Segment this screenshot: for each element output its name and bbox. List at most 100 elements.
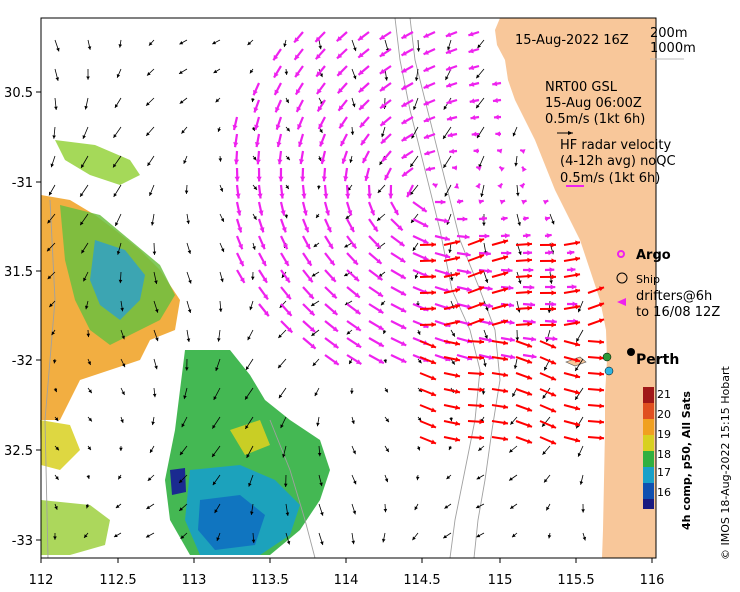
radar-arrow-head [531, 336, 537, 342]
radar-arrow-head [401, 33, 407, 39]
model-arrow-head [113, 163, 117, 168]
model-arrow-head [220, 278, 224, 283]
radar-arrow-head [423, 49, 429, 55]
radar-arrow-head [331, 293, 337, 299]
radar-arrow-head [400, 357, 407, 363]
radar-arrow-head [478, 199, 484, 205]
model-arrow-head [147, 72, 151, 76]
radar-arrow-head [551, 318, 557, 325]
model-arrow-head [351, 540, 356, 545]
radar-arrow-head [316, 71, 322, 77]
model-arrow-head [476, 104, 480, 109]
drifter-arrow-head [455, 319, 460, 325]
radar-arrow-head [445, 32, 452, 38]
radar-arrow-head [449, 148, 455, 154]
drifter-arrow-head [503, 340, 508, 346]
radar-arrow-head [397, 225, 403, 231]
model-arrow-head [318, 157, 322, 161]
model-arrow-head [350, 131, 355, 136]
land-mass [495, 18, 656, 558]
radar-arrow-head [315, 36, 321, 42]
drifter-arrow-head [526, 390, 532, 396]
radar-arrow-head [340, 140, 346, 146]
model-arrow-head [317, 452, 322, 457]
model-arrow-head [352, 510, 357, 515]
drifter-arrow-head [598, 286, 604, 292]
sst-southwest-patch [41, 500, 110, 555]
drifter-arrow-head [575, 240, 580, 246]
radar-arrow-head [571, 284, 577, 290]
radar-arrow-head [352, 259, 358, 265]
model-arrow-head [283, 483, 288, 487]
model-arrow-head [278, 394, 283, 399]
radar-arrow-head [362, 157, 368, 163]
radar-arrow-head [542, 200, 549, 205]
drifter-arrow-head [478, 302, 484, 307]
model-arrow-head [345, 215, 350, 219]
radar-arrow-head [282, 243, 288, 250]
model-arrow-head [518, 280, 522, 284]
radar-arrow-head [297, 124, 303, 130]
model-arrow-head [444, 192, 448, 197]
model-arrow-head [451, 360, 455, 365]
radar-arrow-head [377, 308, 384, 314]
drifter-arrow-head [551, 290, 556, 296]
radar-arrow-head [471, 131, 477, 137]
radar-arrow-head [444, 253, 451, 259]
model-arrow-head [445, 76, 449, 81]
radar-arrow-head [484, 233, 490, 239]
model-arrow-head [444, 505, 449, 509]
radar-arrow-head [378, 325, 384, 330]
model-arrow-head [443, 164, 447, 168]
radar-arrow-head [359, 104, 365, 110]
model-arrow-head [284, 71, 289, 75]
radar-arrow-head [445, 270, 451, 276]
radar-arrow-head [330, 276, 336, 282]
city-label: Perth [636, 352, 679, 368]
radar-arrow-head [523, 216, 529, 222]
drifter-arrow-head [455, 373, 460, 378]
radar-arrow-head [343, 176, 349, 182]
model-arrow-head [155, 337, 159, 342]
drifter-arrow-head [550, 423, 556, 429]
model-arrow-head [344, 244, 349, 248]
radar-arrow-head [485, 250, 491, 257]
model-arrow-head [152, 251, 157, 255]
radar-arrow-head [309, 310, 315, 316]
model-arrow-head [87, 46, 92, 50]
model-arrow-head [183, 160, 187, 164]
radar-arrow-head [469, 81, 475, 87]
drifter-arrow-head [430, 343, 436, 349]
model-arrow-head [251, 276, 255, 280]
radar-arrow-head [423, 117, 430, 123]
model-arrow-head [319, 482, 323, 487]
model-arrow-head [55, 476, 59, 480]
radar-arrow-head [262, 277, 268, 283]
radar-arrow-head [509, 337, 515, 343]
model-arrow-head [476, 476, 481, 480]
model-arrow-head [84, 534, 88, 538]
radar-arrow-head [399, 241, 405, 246]
drifter-arrow-head [526, 374, 532, 380]
model-arrow-head [54, 417, 59, 422]
model-arrow-head [188, 279, 192, 284]
drifter-arrow-head [431, 258, 436, 264]
model-arrow-head [149, 449, 154, 453]
model-arrow-head [347, 187, 352, 191]
model-arrow-head [509, 448, 513, 453]
radar-arrow-head [275, 106, 280, 113]
radar-arrow-head [552, 336, 558, 342]
radar-arrow-head [351, 243, 357, 249]
model-arrow-head [278, 334, 282, 339]
radar-arrow-head [462, 216, 468, 222]
model-arrow-head [120, 419, 124, 423]
model-arrow-head [577, 308, 582, 313]
radar-arrow-head [355, 359, 362, 365]
colorbar-band [643, 419, 654, 435]
radar-arrow-head [332, 326, 338, 332]
radar-arrow-head [274, 89, 280, 95]
drifter-arrow-head [430, 359, 436, 365]
radar-arrow-head [454, 183, 460, 189]
model-arrow-head [352, 75, 357, 80]
sst-dark-pixel [170, 468, 186, 495]
